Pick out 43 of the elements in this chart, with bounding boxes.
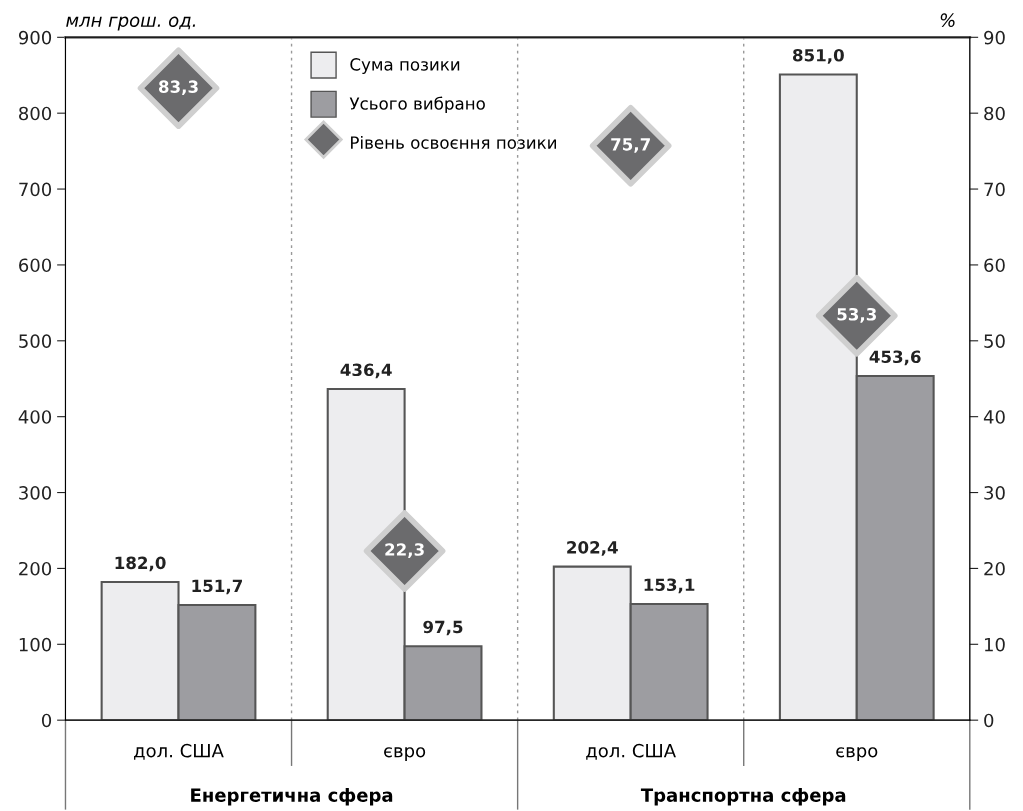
y-tick-label: 900 [18,30,52,45]
x-tick-label: дол. США [586,743,676,760]
data-label: 453,6 [869,350,921,366]
y2-tick-label: 50 [984,334,1005,348]
legend-label: Рівень освоєння позики [351,135,556,149]
y2-tick-label: 10 [984,637,1005,652]
y-tick-label: 500 [19,334,52,348]
data-label: 202,4 [567,541,618,556]
legend-label: Усього вибрано [349,96,485,114]
text: Енергетична сфера [191,787,393,806]
y-tick-label: 400 [18,410,52,424]
data-label: 151,7 [192,579,242,595]
y2-tick-label: 60 [984,258,1005,273]
data-label: 83,3 [158,80,198,96]
data-label: 97,5 [423,620,463,636]
data-label: 53,3 [837,307,876,323]
y2-tick-label: 40 [983,410,1005,424]
y-tick-label: 300 [19,486,52,500]
legend-label: Сума позики [350,58,460,74]
y2-tick-label: 90 [984,30,1005,45]
y2-tick-label: 0 [984,713,994,728]
x-tick-label: євро [384,747,426,761]
y-axis-title: млн грош. од. [66,16,196,31]
y2-axis-title: % [940,13,955,27]
y-tick-label: 800 [19,106,52,121]
y-tick-label: 100 [19,637,52,652]
y-tick-label: 700 [19,182,52,197]
y2-tick-label: 70 [984,182,1005,197]
x-tick-label: євро [836,747,878,761]
data-label: 436,4 [340,363,392,379]
y2-tick-label: 80 [984,106,1005,121]
y-tick-label: 600 [19,258,52,273]
y-tick-label: 0 [41,713,52,728]
data-label: 22,3 [385,543,424,558]
x-tick-label: дол. США [134,743,224,760]
data-label: 153,1 [644,578,695,594]
y-tick-label: 200 [19,561,52,576]
data-label: 75,7 [611,138,650,153]
y2-tick-label: 20 [984,561,1005,576]
text: Транспортна сфера [640,787,846,806]
data-label: 851,0 [792,48,844,64]
y2-tick-label: 30 [984,486,1005,500]
data-label: 182,0 [115,556,166,572]
